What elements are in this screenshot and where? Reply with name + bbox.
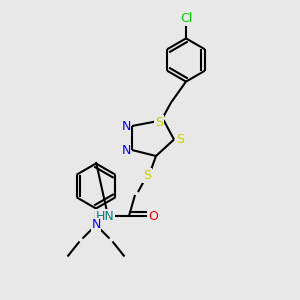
Text: N: N bbox=[121, 119, 131, 133]
Text: N: N bbox=[91, 218, 101, 232]
Text: Cl: Cl bbox=[180, 12, 192, 26]
Text: S: S bbox=[176, 133, 184, 146]
Text: N: N bbox=[121, 143, 131, 157]
Text: O: O bbox=[148, 209, 158, 223]
Text: HN: HN bbox=[96, 209, 114, 223]
Text: S: S bbox=[143, 169, 151, 182]
Text: S: S bbox=[155, 116, 163, 129]
